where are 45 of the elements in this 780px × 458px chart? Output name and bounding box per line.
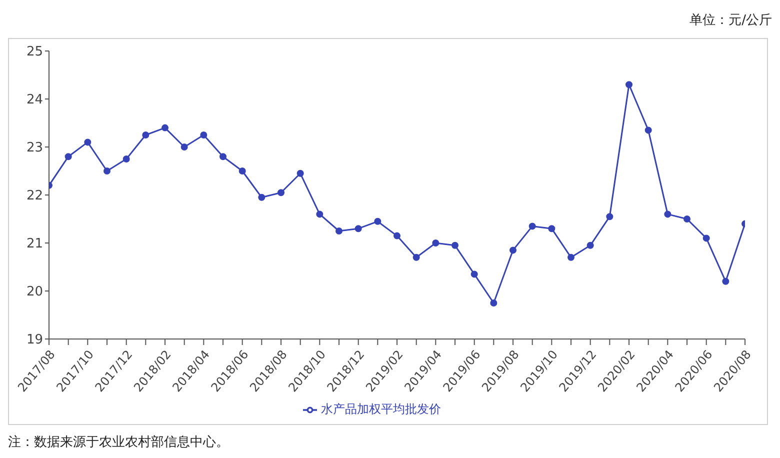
point	[722, 278, 730, 285]
point	[258, 194, 266, 201]
point	[702, 234, 710, 242]
point	[664, 210, 672, 218]
point	[528, 222, 536, 230]
point	[586, 242, 594, 249]
point	[84, 138, 92, 146]
point	[490, 300, 498, 306]
point	[142, 132, 150, 138]
point	[432, 240, 440, 246]
point	[316, 210, 324, 218]
point	[354, 225, 362, 232]
point	[374, 218, 382, 225]
legend-label: 水产品加权平均批发价	[321, 402, 441, 416]
point	[220, 153, 226, 160]
point	[412, 254, 420, 261]
point	[162, 124, 168, 132]
text: 注：数据来源于农业农村部信息中心。	[8, 434, 230, 451]
point	[200, 132, 208, 138]
point	[122, 156, 130, 162]
y-tick-label: 25	[26, 44, 43, 60]
point	[296, 170, 304, 177]
y-tick-label: 20	[26, 284, 43, 300]
point	[548, 225, 556, 232]
text: 单位：元/公斤	[688, 12, 772, 30]
point	[452, 242, 458, 249]
point	[64, 153, 72, 160]
y-tick-label: 24	[26, 92, 43, 108]
y-tick-label: 19	[26, 332, 43, 348]
point	[336, 228, 342, 234]
point	[568, 254, 574, 261]
point	[394, 232, 400, 240]
point	[684, 216, 690, 222]
point	[278, 189, 284, 196]
point	[470, 270, 478, 278]
point	[510, 246, 516, 254]
point	[606, 213, 614, 220]
point	[104, 168, 110, 174]
y-tick-label: 21	[26, 236, 43, 252]
y-tick-label: 22	[26, 188, 43, 204]
point	[180, 144, 188, 150]
point	[238, 168, 246, 174]
point	[626, 81, 632, 88]
point	[644, 126, 652, 134]
y-tick-label: 23	[26, 140, 43, 156]
